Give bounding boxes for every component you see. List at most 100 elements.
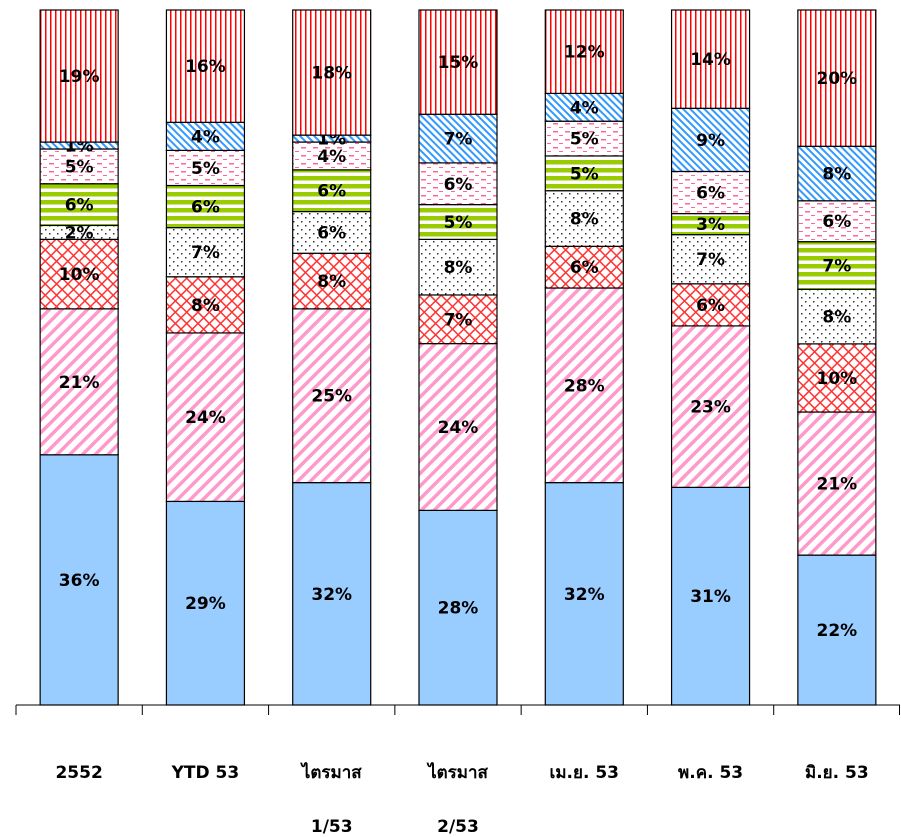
data-label: 2% xyxy=(65,223,94,243)
x-tick-label: 1/53 xyxy=(311,817,353,837)
data-label: 6% xyxy=(191,198,220,218)
bar-segment xyxy=(292,252,372,310)
data-label: 20% xyxy=(817,69,858,89)
data-label: 32% xyxy=(311,585,352,605)
x-tick-label: ไตรมาส xyxy=(426,762,488,783)
data-label: 6% xyxy=(696,296,725,316)
bar-segment xyxy=(418,238,498,296)
data-label: 7% xyxy=(444,130,473,150)
data-label: 28% xyxy=(564,376,605,396)
data-label: 7% xyxy=(822,257,851,277)
bar-segment xyxy=(292,308,372,484)
data-label: 23% xyxy=(690,398,731,418)
bar-segment xyxy=(670,325,751,488)
bar-segment xyxy=(670,486,751,706)
data-label: 14% xyxy=(690,50,731,70)
bar-segment xyxy=(39,238,119,310)
data-label: 4% xyxy=(317,147,346,167)
data-label: 6% xyxy=(65,196,94,216)
bar-segment xyxy=(544,120,624,157)
data-label: 5% xyxy=(570,164,599,184)
x-tick-label: มิ.ย. 53 xyxy=(805,763,869,783)
bar-segment xyxy=(165,9,246,123)
bar-segment xyxy=(165,276,246,334)
data-label: 6% xyxy=(317,223,346,243)
x-tick-label: พ.ค. 53 xyxy=(678,763,743,783)
bar-segment xyxy=(165,332,246,503)
data-label: 12% xyxy=(564,43,605,63)
x-tick-label: เม.ย. 53 xyxy=(550,763,619,783)
data-label: 19% xyxy=(59,67,100,87)
bar-segment xyxy=(39,308,119,456)
data-label: 4% xyxy=(570,98,599,118)
bar-segment xyxy=(292,210,372,254)
bar-segment xyxy=(544,287,624,484)
data-label: 6% xyxy=(444,175,473,195)
data-label: 18% xyxy=(311,64,352,84)
bar-segment xyxy=(292,169,372,213)
bar-segment xyxy=(418,509,498,706)
data-label: 7% xyxy=(444,310,473,330)
bar-segment xyxy=(797,554,877,706)
data-label: 28% xyxy=(438,599,479,619)
bar-segment xyxy=(544,155,624,192)
bar-segment xyxy=(418,162,498,206)
bar-segment xyxy=(418,294,498,345)
data-label: 4% xyxy=(191,127,220,147)
bar-segment xyxy=(544,482,624,706)
data-label: 5% xyxy=(191,159,220,179)
data-label: 10% xyxy=(817,369,858,389)
bar-segment xyxy=(39,148,119,185)
x-tick-label: ไตรมาส xyxy=(300,762,362,783)
data-label: 29% xyxy=(185,594,226,614)
data-label: 7% xyxy=(191,243,220,263)
bar-segment xyxy=(797,200,877,243)
bar-segment xyxy=(292,9,372,136)
bar-segment xyxy=(292,482,372,706)
data-label: 10% xyxy=(59,265,100,285)
data-label: 5% xyxy=(570,130,599,150)
bar-segment xyxy=(544,245,624,289)
bar-segment xyxy=(418,9,498,115)
bar-segment xyxy=(544,9,624,95)
bar-segment xyxy=(797,343,877,413)
data-label: 7% xyxy=(696,250,725,270)
bar-segment xyxy=(165,184,246,229)
bar-segment xyxy=(418,343,498,512)
data-label: 8% xyxy=(822,308,851,328)
bar-segment xyxy=(670,170,751,215)
data-label: 6% xyxy=(822,212,851,232)
bar-segment xyxy=(39,454,119,706)
data-label: 6% xyxy=(696,184,725,204)
data-label: 9% xyxy=(696,131,725,151)
data-label: 15% xyxy=(438,53,479,73)
data-label: 6% xyxy=(317,182,346,202)
x-tick-label: 2/53 xyxy=(437,817,479,837)
data-label: 8% xyxy=(191,296,220,316)
x-tick-label: 2552 xyxy=(55,763,102,783)
bar-segment xyxy=(418,113,498,164)
bar-segment xyxy=(670,9,751,109)
data-label: 8% xyxy=(444,258,473,278)
bar-segment xyxy=(797,9,877,147)
data-label: 16% xyxy=(185,57,226,77)
x-tick-label: YTD 53 xyxy=(171,763,240,783)
data-label: 5% xyxy=(444,213,473,233)
bar-segment xyxy=(39,9,119,143)
data-label: 21% xyxy=(59,373,100,393)
bar-segment xyxy=(797,241,877,290)
data-label: 25% xyxy=(311,387,352,407)
data-label: 24% xyxy=(438,418,479,438)
data-label: 8% xyxy=(570,210,599,230)
data-label: 32% xyxy=(564,585,605,605)
bar-segment xyxy=(418,204,498,240)
data-label: 8% xyxy=(317,272,346,292)
bar-segment xyxy=(670,107,751,173)
bar-segment xyxy=(544,190,624,247)
bar-segment xyxy=(797,288,877,345)
data-label: 21% xyxy=(817,475,858,495)
data-label: 22% xyxy=(817,621,858,641)
data-label: 36% xyxy=(59,571,100,591)
data-label: 6% xyxy=(570,258,599,278)
